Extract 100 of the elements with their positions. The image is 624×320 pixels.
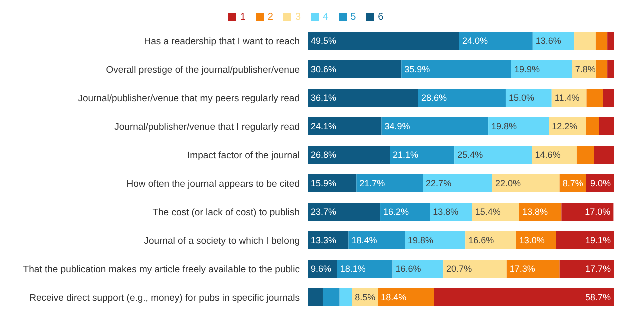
y-tick-label: Receive direct support (e.g., money) for pubs in specific journals [30, 293, 300, 304]
bar [423, 174, 493, 192]
data-label: 15.0% [508, 93, 535, 104]
data-label: 16.2% [384, 207, 410, 218]
data-label: 13.3% [311, 236, 337, 246]
bar [466, 232, 516, 250]
bar [322, 288, 340, 306]
data-label: 17.7% [585, 264, 611, 274]
bar [596, 60, 608, 78]
data-label: 25.4% [458, 150, 484, 160]
bar [560, 260, 614, 278]
legend-label: 5 [350, 12, 356, 23]
bar [308, 174, 357, 192]
data-label: 21.7% [360, 178, 386, 189]
bar [586, 89, 603, 107]
data-label: 16.6% [396, 264, 422, 274]
data-label: 19.8% [408, 236, 434, 246]
legend-label: 3 [295, 12, 301, 23]
data-label: 19.9% [514, 64, 540, 75]
data-label: 12.2% [552, 122, 578, 132]
data-label: 14.6% [535, 150, 561, 160]
y-tick-label: How often the journal appears to be cited [126, 179, 300, 190]
bar [459, 32, 533, 50]
data-label: 7.8% [575, 64, 596, 75]
data-label: 20.7% [446, 264, 472, 274]
y-tick-label: Journal/publisher/venue that my peers regularly read [78, 94, 300, 105]
bar [574, 32, 596, 50]
data-label: 13.8% [522, 207, 548, 218]
bar [348, 232, 405, 250]
data-label: 34.9% [384, 122, 410, 132]
bar [576, 146, 594, 164]
legend-label: 4 [323, 12, 329, 23]
bar [608, 60, 614, 78]
data-label: 22.7% [426, 178, 452, 189]
y-tick-label: Journal of a society to which I belong [144, 236, 300, 248]
y-tick-label: Overall prestige of the journal/publisher/venue [106, 65, 300, 76]
y-tick-label: Journal/publisher/venue that I regularly read [114, 122, 300, 134]
bar [337, 260, 393, 278]
data-label: 26.8% [311, 150, 337, 160]
data-label: 28.6% [421, 93, 447, 104]
bar [392, 260, 444, 278]
bar [488, 118, 550, 136]
legend-label: 6 [378, 12, 384, 23]
data-label: 19.1% [585, 236, 611, 246]
bar [378, 288, 434, 306]
bar [444, 260, 507, 278]
bar [308, 146, 390, 164]
data-label: 13.6% [536, 36, 562, 46]
bar [382, 118, 489, 136]
data-label: 58.7% [585, 292, 611, 303]
data-label: 22.0% [496, 178, 522, 189]
data-label: 11.4% [554, 93, 580, 104]
y-tick-label: Has a readership that I want to reach [144, 36, 300, 48]
data-label: 18.4% [381, 292, 407, 303]
bar [308, 89, 418, 107]
data-label: 15.4% [475, 207, 501, 218]
data-label: 8.5% [355, 292, 376, 303]
data-label: 24.0% [462, 36, 488, 46]
bar [418, 89, 506, 107]
bar [308, 60, 402, 78]
bar [356, 174, 424, 192]
bar [506, 260, 560, 278]
bar [402, 60, 512, 78]
data-label: 21.1% [393, 150, 419, 160]
bar [380, 203, 430, 221]
bar [492, 174, 560, 192]
bar [340, 288, 352, 306]
data-label: 36.1% [311, 93, 337, 104]
bar [308, 32, 460, 50]
data-label: 35.9% [404, 64, 430, 75]
bar [434, 288, 614, 306]
data-label: 24.1% [311, 122, 337, 132]
data-label: 13.8% [433, 207, 459, 218]
bar [405, 232, 466, 250]
data-label: 18.4% [352, 236, 378, 246]
bar [308, 203, 381, 221]
bar [390, 146, 455, 164]
legend-label: 1 [240, 12, 246, 23]
bar [586, 118, 600, 136]
bar [556, 232, 614, 250]
data-label: 49.5% [311, 36, 337, 46]
bar [594, 146, 614, 164]
data-label: 9.6% [311, 264, 332, 274]
bar [602, 89, 614, 107]
y-tick-label: The cost (or lack of cost) to publish [152, 208, 300, 219]
data-label: 19.8% [492, 122, 518, 132]
data-label: 8.7% [562, 178, 584, 189]
bar [308, 118, 382, 136]
bar [454, 146, 532, 164]
y-tick-label: That the publication makes my article freely available to the public [23, 264, 300, 276]
data-label: 23.7% [311, 207, 337, 218]
data-label: 15.9% [311, 178, 337, 189]
bar [596, 32, 608, 50]
data-label: 17.0% [585, 207, 611, 218]
y-tick-label: Impact factor of the journal [188, 150, 300, 162]
data-label: 17.3% [510, 264, 536, 274]
bar [608, 32, 614, 50]
data-label: 9.0% [590, 178, 611, 189]
bar [599, 118, 614, 136]
bar [562, 203, 614, 221]
